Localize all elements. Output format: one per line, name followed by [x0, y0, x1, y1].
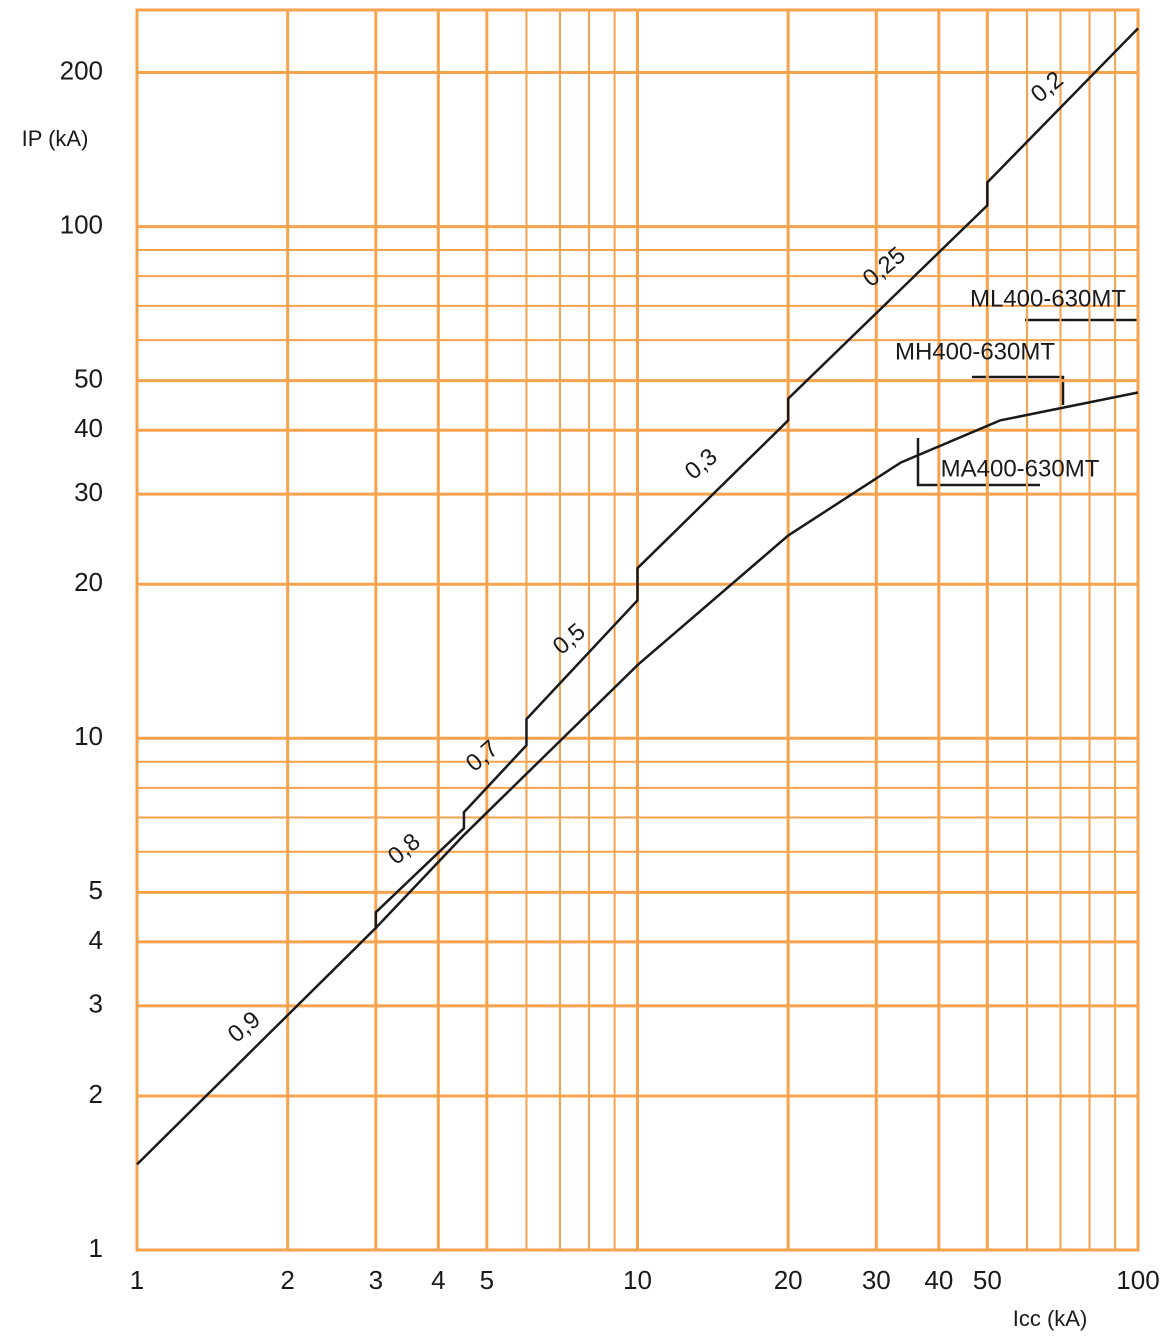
y-tick-label: 20 — [74, 567, 103, 597]
x-tick-label: 40 — [924, 1265, 953, 1295]
annotation: 0,8 — [383, 828, 426, 870]
x-tick-label: 20 — [774, 1265, 803, 1295]
y-tick-label: 3 — [89, 989, 103, 1019]
x-tick-label: 10 — [623, 1265, 652, 1295]
x-tick-label: 50 — [973, 1265, 1002, 1295]
annotation: MH400-630MT — [895, 338, 1055, 365]
x-tick-label: 3 — [369, 1265, 383, 1295]
x-tick-label: 4 — [431, 1265, 445, 1295]
y-tick-label: 1 — [89, 1233, 103, 1263]
bracket — [916, 438, 1040, 487]
y-tick-label: 2 — [89, 1079, 103, 1109]
annotation: 0,3 — [680, 443, 723, 485]
y-tick-label: 40 — [74, 413, 103, 443]
x-tick-label: 2 — [280, 1265, 294, 1295]
annotation: 0,5 — [548, 618, 591, 660]
y-tick-label: 5 — [89, 875, 103, 905]
series-label: MA400-630MT — [941, 455, 1100, 482]
x-axis-label: Icc (kA) — [1013, 1306, 1088, 1331]
y-tick-label: 50 — [74, 363, 103, 393]
y-tick-label: 10 — [74, 721, 103, 751]
x-tick-label: 30 — [862, 1265, 891, 1295]
x-tick-label: 100 — [1116, 1265, 1159, 1295]
y-tick-label: 200 — [60, 55, 103, 85]
y-tick-label: 4 — [89, 925, 103, 955]
y-tick-label: 100 — [60, 209, 103, 239]
annotation: ML400-630MT — [970, 285, 1126, 312]
y-axis-label: IP (kA) — [22, 126, 89, 151]
annotation: 0,7 — [461, 735, 504, 777]
x-tick-label: 5 — [480, 1265, 494, 1295]
curve — [374, 391, 1139, 929]
bracket — [972, 375, 1065, 405]
x-tick-label: 1 — [130, 1265, 144, 1295]
y-tick-label: 30 — [74, 477, 103, 507]
curve — [136, 27, 1139, 1166]
